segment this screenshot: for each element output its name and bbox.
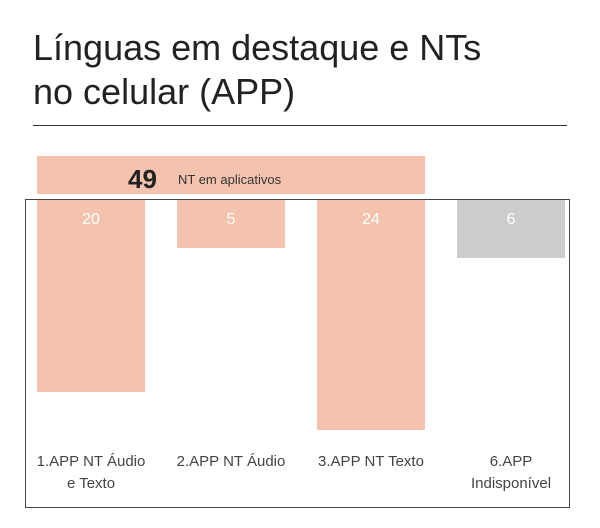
bar-4 xyxy=(457,200,565,258)
bar-value-label-4: 6 xyxy=(506,211,516,228)
category-label-1: 1.APP NT Áudio e Texto xyxy=(21,451,161,495)
bar-value-label-2: 5 xyxy=(226,211,236,228)
bar-value-label-3: 24 xyxy=(362,211,380,228)
category-label-3: 3.APP NT Texto xyxy=(301,451,441,473)
category-label-line: 2.APP NT Áudio xyxy=(176,453,286,470)
bar-2 xyxy=(177,200,285,248)
category-label-line: 1.APP NT Áudio xyxy=(36,453,146,470)
category-label-line: 3.APP NT Texto xyxy=(318,453,424,470)
bar-value-label-1: 20 xyxy=(82,211,100,228)
category-label-4: 6.APP Indisponível xyxy=(441,451,581,495)
total-banner xyxy=(37,156,425,194)
chart-title-line-1: Línguas em destaque e NTs xyxy=(33,27,482,68)
chart-frame xyxy=(25,199,570,508)
total-value: 49 xyxy=(128,164,157,194)
bar-1 xyxy=(37,200,145,392)
chart-title-line-2: no celular (APP) xyxy=(33,71,296,112)
category-label-line: e Texto xyxy=(66,475,116,492)
category-label-line: Indisponível xyxy=(470,475,552,492)
bar-3 xyxy=(317,200,425,430)
category-label-2: 2.APP NT Áudio xyxy=(161,451,301,473)
title-divider xyxy=(33,125,567,126)
category-label-line: 6.APP xyxy=(489,453,533,470)
chart-title: Línguas em destaque e NTs no celular (AP… xyxy=(33,26,573,114)
total-label: NT em aplicativos xyxy=(178,172,282,187)
